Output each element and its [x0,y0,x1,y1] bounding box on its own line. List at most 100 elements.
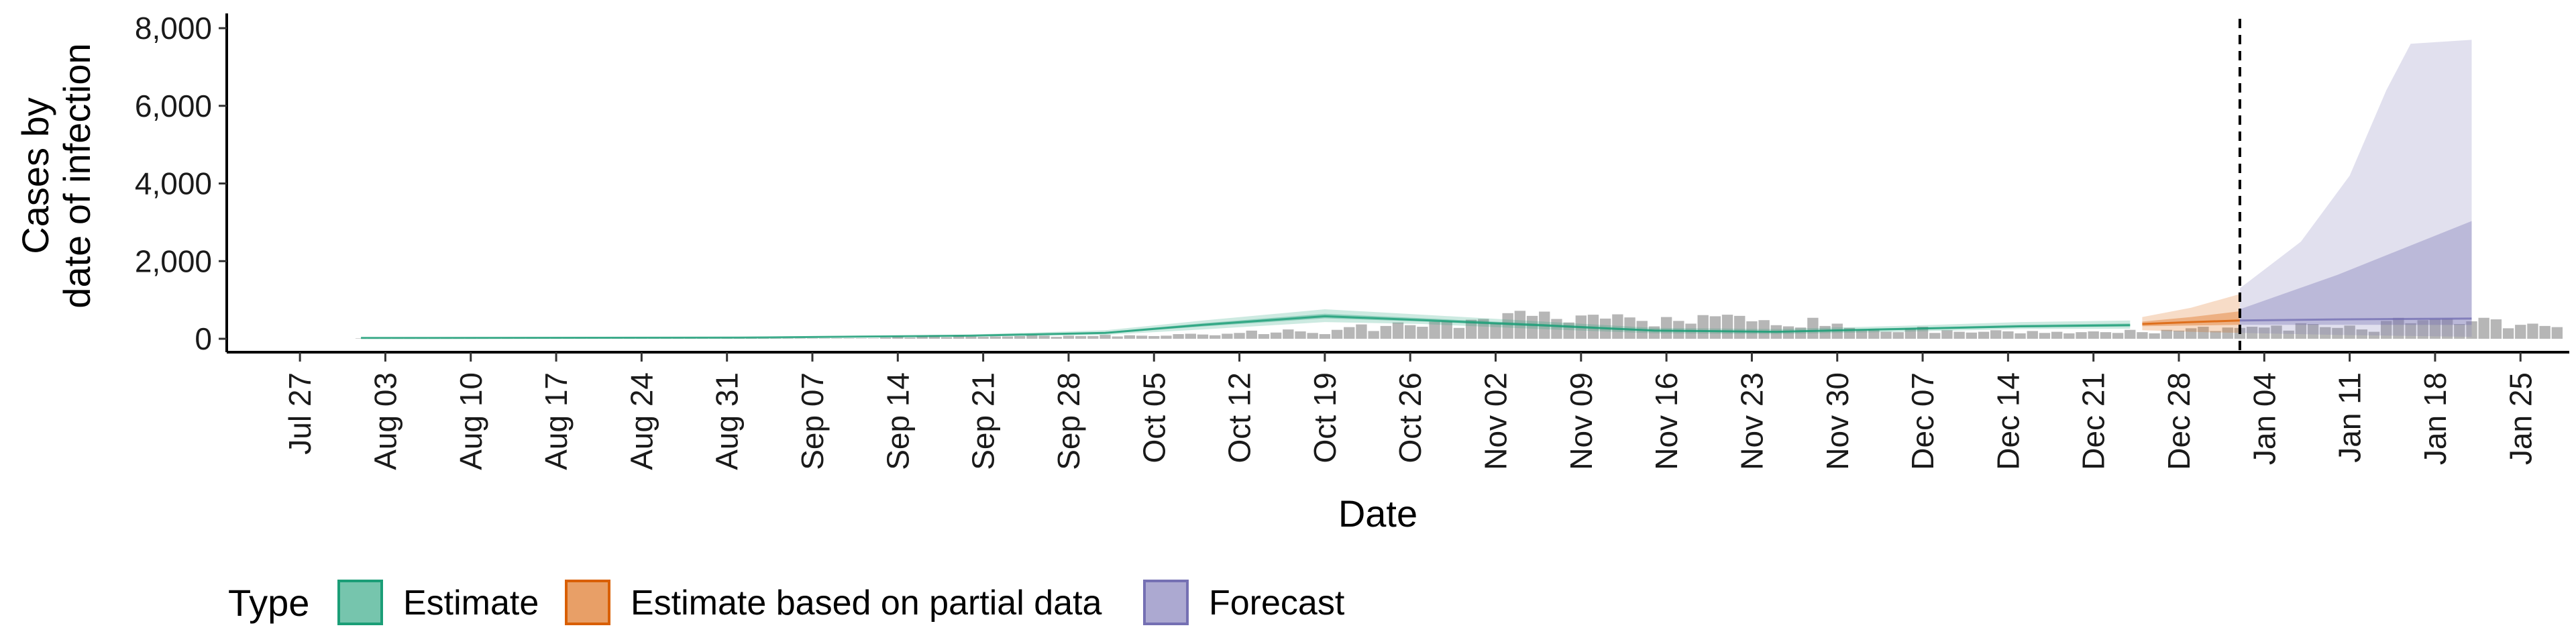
y-tick-label: 8,000 [135,11,212,46]
reported-case-bar [1697,315,1709,339]
reported-case-bar [1002,336,1014,339]
reported-case-bar [904,337,916,339]
legend-key-forecast [1143,580,1189,625]
reported-case-bar [1624,317,1635,339]
reported-case-bar [2027,331,2038,339]
x-tick-label: Dec 14 [1990,372,2025,470]
reported-case-bar [843,338,855,339]
reported-case-bar [1295,331,1306,339]
reported-case-bar [1502,313,1513,339]
reported-case-bar [2344,325,2355,339]
reported-case-bar [1307,333,1318,339]
x-tick-label: Jan 04 [2247,372,2282,465]
reported-case-bar [1429,321,1440,339]
x-tick-label: Nov 09 [1564,372,1599,470]
x-tick-label: Dec 21 [2076,372,2111,470]
reported-case-bar [1734,315,1746,339]
reported-case-bar [1819,325,1831,339]
reported-case-bar [941,337,953,339]
reported-case-bar [2173,330,2185,339]
reported-case-bar [1099,335,1111,339]
x-tick-label: Oct 26 [1393,372,1428,464]
reported-case-bar [1917,327,1929,339]
reported-case-bar [2527,323,2538,339]
reported-case-bar [2186,328,2197,339]
x-tick-label: Oct 19 [1307,372,1342,464]
reported-case-bar [831,338,843,339]
reported-case-bar [2100,332,2112,339]
legend-label-forecast: Forecast [1209,584,1345,623]
x-tick-label: Sep 28 [1051,372,1086,470]
reported-case-bar [1551,319,1562,339]
reported-case-bar [1892,332,1904,339]
reported-case-bar [1038,335,1050,339]
reported-case-bar [2283,330,2294,339]
series-median-line [2239,317,2472,322]
reported-case-bar [1721,315,1733,339]
x-tick-label: Jan 25 [2503,372,2538,465]
y-axis-title: Cases bydate of infection [14,43,98,308]
reported-case-bar [2356,329,2367,339]
reported-case-bar [1258,334,1270,339]
reported-case-bar [2539,325,2551,339]
reported-case-bar [1051,337,1062,339]
reported-case-bar [1368,331,1379,339]
reported-case-bar [1197,334,1209,339]
reported-case-bar [1234,333,1245,339]
reported-case-bar [2088,331,2099,339]
x-tick-label: Aug 03 [368,372,402,470]
reported-case-bar [2015,333,2026,339]
reported-case-bar [2076,332,2087,339]
reported-case-bar [1782,326,1794,339]
x-tick-label: Aug 31 [710,372,745,470]
x-tick-label: Sep 07 [795,372,830,470]
reported-case-bar [1222,333,1233,339]
reported-case-bar [2210,331,2221,339]
reported-case-bar [2259,327,2270,339]
legend-title: Type [228,582,309,624]
reported-case-bar [1465,319,1477,339]
reported-case-bar [1904,328,1917,339]
reported-case-bar [916,335,928,339]
reported-case-bar [1868,329,1880,339]
series-ribbon-outer [2239,40,2472,337]
reported-case-bar [928,335,941,339]
reported-case-bar [1441,321,1452,339]
reported-case-bar [1063,335,1075,339]
reported-case-bar [1185,333,1196,339]
x-tick-label: Dec 28 [2161,372,2196,470]
reported-case-bar [2295,323,2307,339]
reported-case-bar [1978,331,1990,339]
reported-case-bar [1990,330,2002,339]
x-tick-label: Aug 10 [453,372,488,470]
y-axis-title-line: Cases by [14,97,56,254]
reported-case-bar [1148,335,1160,339]
legend-key-partial [565,580,610,625]
reported-case-bar [2478,317,2489,339]
reported-case-bar [1709,316,1721,339]
reported-case-bar [355,338,367,339]
legend: Type Estimate Estimate based on partial da… [228,580,1345,625]
reported-case-bar [2515,325,2526,339]
reported-case-bar [1478,319,1489,339]
reported-case-bar [1161,335,1172,339]
reported-case-bar [953,335,965,339]
reported-case-bar [1526,315,1538,339]
reported-case-bar [1941,330,1953,339]
reported-case-bar [1392,322,1404,339]
reported-case-bar [1758,320,1770,339]
reported-case-bar [989,336,1001,339]
reported-case-bar [2002,331,2014,339]
x-tick-label: Jan 11 [2332,372,2367,463]
series-ribbon-inner [2239,221,2472,325]
reported-case-bar [1014,335,1026,339]
reported-case-bar [782,338,794,339]
reported-case-bar [2051,331,2063,339]
reported-case-bar [2063,333,2075,339]
reported-case-bar [1112,336,1123,339]
reported-case-bar [965,336,977,339]
y-tick-label: 2,000 [135,244,212,278]
reported-case-bar [1246,330,1257,339]
reported-case-bar [2149,333,2160,339]
plot-area [355,19,2563,352]
